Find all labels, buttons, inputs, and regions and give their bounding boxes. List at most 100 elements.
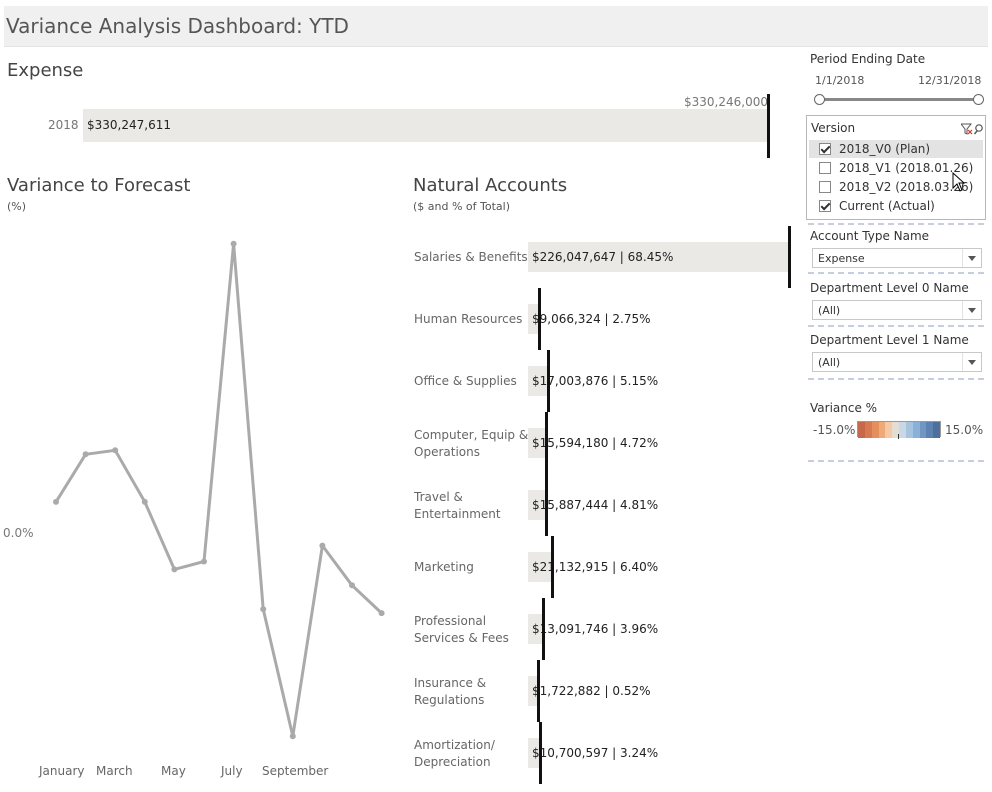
natural-account-label-line: Marketing (414, 560, 474, 574)
dept0-label: Department Level 0 Name (810, 281, 969, 295)
natural-account-bar[interactable] (528, 490, 547, 520)
panel-divider (808, 460, 984, 462)
variance-data-point[interactable] (112, 447, 119, 454)
period-slider-start-handle[interactable] (814, 94, 825, 105)
chevron-down-icon[interactable] (962, 353, 981, 371)
account-type-select[interactable]: Expense (812, 248, 982, 268)
natural-account-bar[interactable] (528, 552, 553, 582)
natural-account-label: Travel & Entertainment (414, 489, 501, 523)
natural-account-value: $1,722,882 | 0.52% (532, 684, 651, 698)
variance-data-point[interactable] (53, 498, 59, 505)
expense-bar[interactable] (83, 109, 768, 142)
version-option[interactable]: 2018_V1 (2018.01.26) (809, 159, 983, 177)
legend-swatch (878, 422, 886, 438)
natural-account-value: $13,091,746 | 3.96% (532, 622, 659, 636)
version-checkbox[interactable] (819, 162, 831, 174)
natural-account-value: $9,066,324 | 2.75% (532, 312, 651, 326)
version-checkbox[interactable] (819, 200, 831, 212)
account-type-label: Account Type Name (810, 229, 930, 243)
natural-account-reference-line (542, 598, 546, 660)
version-checkbox[interactable] (819, 181, 831, 193)
expense-bar-value: $330,247,611 (87, 118, 171, 132)
dept1-value: (All) (818, 356, 841, 369)
natural-account-bar[interactable] (528, 242, 790, 272)
period-start-date: 1/1/2018 (815, 74, 865, 87)
natural-account-value: $15,887,444 | 4.81% (532, 498, 659, 512)
natural-account-bar[interactable] (528, 304, 539, 334)
version-option[interactable]: 2018_V0 (Plan) (809, 140, 983, 158)
variance-data-point[interactable] (82, 451, 89, 458)
variance-data-point[interactable] (349, 582, 355, 589)
variance-data-point[interactable] (289, 733, 296, 740)
natural-account-bar[interactable] (528, 366, 548, 396)
variance-series-line[interactable] (54, 242, 383, 738)
legend-swatch (864, 422, 873, 438)
natural-account-reference-line (788, 226, 791, 288)
dept0-value: (All) (818, 304, 841, 317)
month-label-september: September (262, 764, 329, 778)
panel-divider (808, 325, 984, 327)
legend-swatch (858, 422, 866, 438)
mouse-cursor-icon (952, 172, 966, 192)
natural-account-label-line: Operations (414, 445, 480, 459)
variance-legend-label: Variance % (810, 401, 878, 415)
dept1-select[interactable]: (All) (812, 352, 982, 372)
natural-account-reference-line (537, 288, 541, 350)
version-filter-label: Version (811, 121, 856, 135)
chevron-down-icon[interactable] (962, 249, 981, 267)
natural-account-label-line: Human Resources (414, 312, 523, 326)
legend-swatch (899, 422, 907, 438)
version-checkbox[interactable] (819, 143, 831, 155)
variance-data-point[interactable] (230, 240, 237, 247)
natural-account-value: $10,700,597 | 3.24% (532, 746, 659, 760)
legend-swatch (871, 422, 879, 438)
variance-data-point[interactable] (171, 566, 178, 573)
panel-divider (808, 272, 984, 274)
dept0-select[interactable]: (All) (812, 300, 982, 320)
natural-account-bar[interactable] (528, 614, 544, 644)
legend-swatch (912, 422, 920, 438)
variance-title: Variance to Forecast (7, 175, 191, 196)
natural-account-value: $226,047,647 | 68.45% (532, 250, 674, 264)
legend-swatch (933, 422, 941, 438)
variance-data-point[interactable] (319, 542, 326, 549)
period-slider-track[interactable] (818, 98, 980, 101)
natural-account-reference-line (546, 350, 550, 412)
version-option[interactable]: Current (Actual) (809, 197, 983, 215)
chevron-down-icon[interactable] (962, 301, 981, 319)
month-label-january: January (39, 764, 85, 778)
legend-swatch (919, 422, 927, 438)
legend-midpoint-tick (898, 434, 899, 439)
natural-account-value: $17,003,876 | 5.15% (532, 374, 659, 388)
natural-account-label: Professional Services & Fees (414, 613, 509, 647)
natural-account-bar[interactable] (528, 676, 538, 706)
natural-account-label-line: Depreciation (414, 755, 491, 769)
natural-accounts-title: Natural Accounts (413, 175, 568, 196)
natural-account-label: Human Resources (414, 311, 522, 328)
period-slider-end-handle[interactable] (973, 94, 984, 105)
version-option-label: Current (Actual) (839, 199, 935, 213)
account-type-value: Expense (818, 252, 865, 265)
expense-title: Expense (7, 60, 84, 81)
clear-filter-icon[interactable] (961, 123, 985, 135)
natural-account-bar[interactable] (528, 738, 541, 768)
version-option[interactable]: 2018_V2 (2018.03.26) (809, 178, 983, 196)
panel-divider (808, 378, 984, 380)
variance-zero-label: 0.0% (3, 526, 34, 540)
period-end-date: 12/31/2018 (918, 74, 982, 87)
natural-account-label: Salaries & Benefits (414, 249, 528, 266)
variance-data-point[interactable] (141, 498, 148, 505)
natural-account-label-line: Services & Fees (414, 631, 509, 645)
variance-data-point[interactable] (378, 610, 385, 617)
legend-swatch (926, 422, 934, 438)
legend-swatch (885, 422, 893, 438)
variance-data-point[interactable] (260, 606, 267, 613)
natural-account-label: Office & Supplies (414, 373, 517, 390)
natural-account-label: Marketing (414, 559, 474, 576)
variance-data-point[interactable] (201, 558, 207, 565)
variance-line-chart[interactable] (0, 220, 400, 760)
natural-account-bar[interactable] (528, 428, 547, 458)
natural-account-label-line: Entertainment (414, 507, 501, 521)
natural-account-reference-line (545, 412, 549, 474)
variance-color-legend (857, 421, 941, 438)
